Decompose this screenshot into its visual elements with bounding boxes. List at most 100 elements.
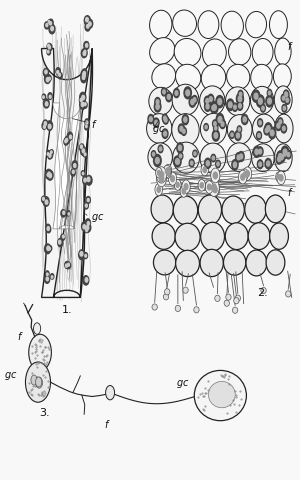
Circle shape [186, 90, 190, 96]
Circle shape [71, 169, 75, 176]
Circle shape [205, 158, 211, 168]
Circle shape [34, 323, 41, 334]
Circle shape [86, 229, 88, 232]
Circle shape [86, 121, 88, 124]
Circle shape [68, 213, 70, 215]
Circle shape [46, 150, 50, 156]
Circle shape [85, 226, 88, 233]
Ellipse shape [261, 288, 266, 294]
Circle shape [70, 135, 72, 139]
Ellipse shape [269, 11, 287, 38]
Circle shape [47, 49, 50, 55]
Circle shape [84, 41, 89, 49]
Circle shape [267, 89, 272, 96]
Circle shape [204, 96, 210, 106]
Circle shape [45, 244, 51, 254]
Circle shape [221, 122, 224, 126]
Circle shape [212, 184, 216, 192]
Circle shape [236, 133, 239, 138]
Text: $f$: $f$ [104, 418, 110, 430]
Circle shape [184, 184, 188, 190]
Circle shape [237, 155, 240, 160]
Circle shape [48, 44, 50, 47]
Ellipse shape [173, 196, 198, 225]
Circle shape [246, 170, 249, 177]
Circle shape [56, 68, 60, 75]
Ellipse shape [224, 250, 246, 275]
Ellipse shape [225, 87, 250, 116]
Circle shape [184, 87, 191, 99]
Ellipse shape [153, 250, 176, 275]
Circle shape [176, 182, 179, 187]
Circle shape [84, 103, 86, 106]
Ellipse shape [172, 84, 199, 115]
Circle shape [44, 74, 50, 84]
Circle shape [230, 131, 234, 138]
Circle shape [61, 210, 65, 217]
Circle shape [83, 72, 86, 75]
Circle shape [47, 50, 49, 53]
Ellipse shape [172, 114, 199, 146]
Circle shape [214, 122, 216, 126]
Ellipse shape [198, 195, 221, 225]
Circle shape [267, 161, 270, 166]
Circle shape [68, 263, 69, 266]
Circle shape [285, 96, 290, 104]
Circle shape [84, 16, 90, 25]
Circle shape [45, 70, 47, 74]
Circle shape [61, 234, 65, 240]
Circle shape [275, 121, 281, 131]
Circle shape [193, 150, 197, 157]
Circle shape [182, 180, 190, 193]
Circle shape [31, 375, 37, 385]
Circle shape [84, 202, 88, 209]
Circle shape [282, 126, 285, 131]
Circle shape [87, 24, 89, 28]
Circle shape [192, 96, 197, 104]
Circle shape [155, 120, 158, 125]
Circle shape [256, 132, 262, 140]
Circle shape [50, 150, 53, 155]
Circle shape [200, 183, 203, 188]
Circle shape [46, 169, 52, 179]
Text: $gc$: $gc$ [4, 371, 18, 383]
Circle shape [211, 102, 218, 113]
Circle shape [35, 377, 42, 387]
Circle shape [174, 180, 181, 190]
Circle shape [84, 52, 85, 55]
Circle shape [47, 153, 49, 156]
Circle shape [85, 254, 86, 257]
Circle shape [154, 101, 161, 112]
Circle shape [285, 92, 287, 96]
Text: 2.: 2. [257, 288, 267, 298]
Circle shape [49, 152, 52, 158]
Circle shape [80, 92, 86, 102]
Circle shape [63, 211, 65, 215]
Circle shape [243, 117, 246, 122]
Circle shape [177, 143, 183, 153]
Circle shape [184, 117, 187, 122]
Circle shape [159, 147, 162, 151]
Circle shape [47, 227, 49, 230]
Circle shape [85, 119, 89, 126]
Ellipse shape [200, 113, 226, 144]
Ellipse shape [173, 10, 196, 36]
Circle shape [48, 20, 51, 25]
Circle shape [279, 175, 283, 181]
Circle shape [205, 102, 211, 111]
Circle shape [229, 102, 232, 108]
Circle shape [155, 157, 159, 164]
Circle shape [46, 77, 49, 82]
Circle shape [171, 176, 174, 182]
Circle shape [239, 92, 242, 96]
Circle shape [204, 123, 208, 131]
Circle shape [36, 377, 43, 388]
Circle shape [257, 147, 263, 156]
Circle shape [265, 128, 268, 132]
Circle shape [180, 185, 188, 197]
Circle shape [264, 126, 269, 135]
Ellipse shape [208, 382, 235, 408]
Circle shape [47, 246, 50, 251]
Circle shape [82, 222, 87, 231]
Circle shape [216, 160, 220, 168]
